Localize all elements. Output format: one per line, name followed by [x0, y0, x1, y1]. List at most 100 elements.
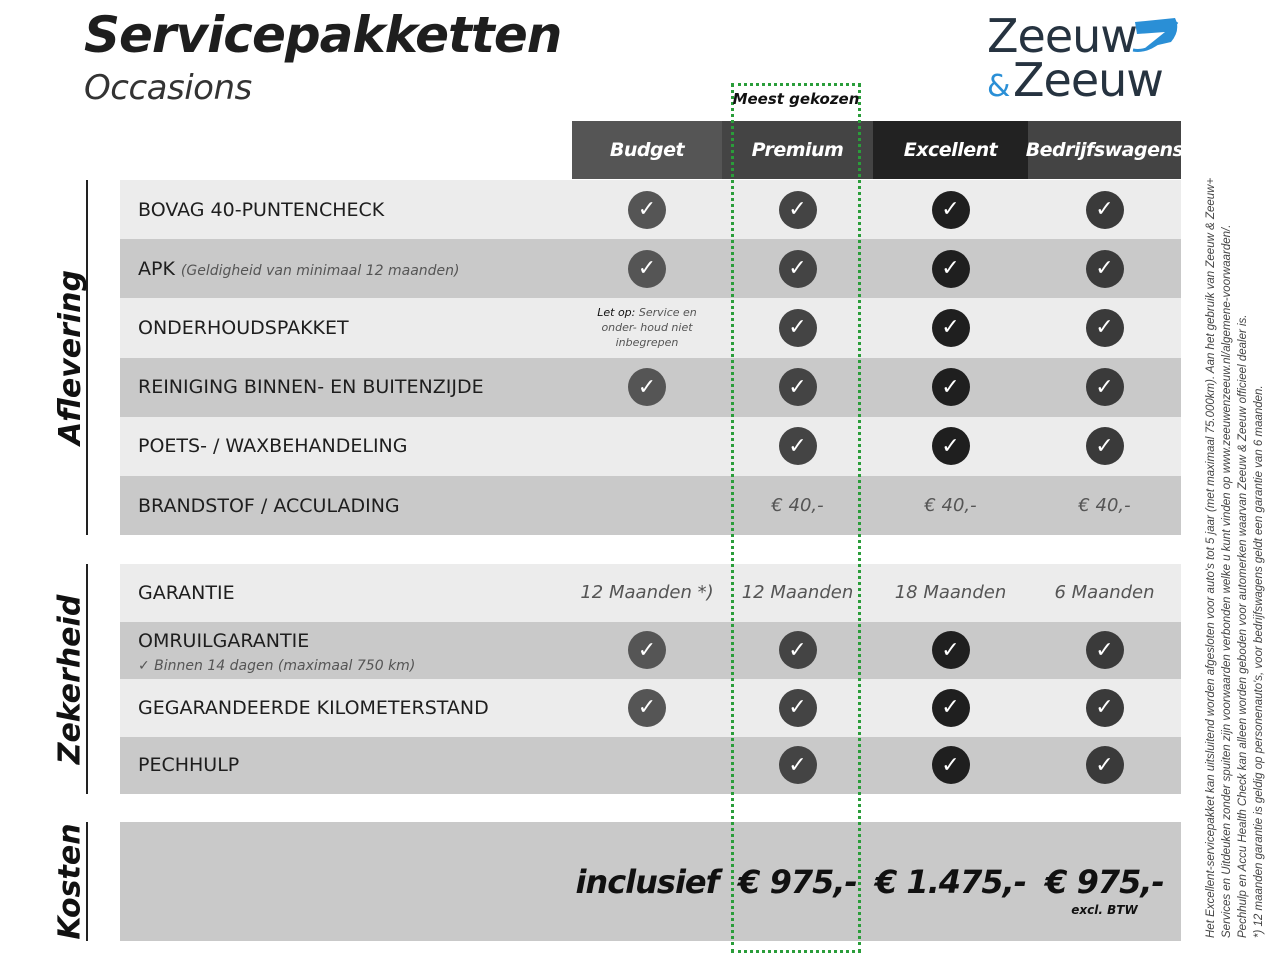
cell-excellent: ✓	[873, 239, 1028, 298]
row-label-text: GARANTIE	[138, 581, 235, 604]
most-chosen-label: Meest gekozen	[732, 90, 860, 108]
row-label-text: REINIGING BINNEN- EN BUITENZIJDE	[138, 376, 484, 399]
row-label: BRANDSTOF / ACCULADING	[138, 495, 400, 517]
cell-bedrijfswagens: ✓	[1028, 737, 1181, 795]
most-chosen-highlight	[731, 83, 861, 953]
cell-budget	[572, 737, 722, 795]
check-icon: ✓	[931, 631, 970, 670]
note: Let op: Service en onder- houd niet inbe…	[582, 305, 712, 350]
cell-bedrijfswagens: ✓	[1028, 180, 1181, 239]
section-label-aflevering: Aflevering	[40, 180, 100, 535]
footnote: Pechhulp en Accu Health Check kan alleen…	[1237, 314, 1249, 939]
column-header-excellent: Excellent	[873, 121, 1028, 179]
row-label-text: GEGARANDEERDE KILOMETERSTAND	[138, 696, 489, 719]
row-label: POETS- / WAXBEHANDELING	[138, 435, 407, 457]
row-label: BOVAG 40-PUNTENCHECK	[138, 199, 384, 221]
price-bedrijfswagens: € 975,- excl. BTW	[1028, 822, 1181, 941]
svg-text:Zeeuw: Zeeuw	[1013, 53, 1163, 103]
check-icon: ✓	[931, 190, 970, 229]
cell-premium: € 40,-	[771, 495, 824, 517]
row-label-sub: (Geldigheid van minimaal 12 maanden)	[180, 262, 460, 279]
row-label-text: BOVAG 40-PUNTENCHECK	[138, 198, 385, 221]
column-header-bedrijfswagens: Bedrijfswagens	[1026, 121, 1184, 179]
cell-bedrijfswagens: 6 Maanden	[1054, 582, 1155, 604]
cell-excellent: € 40,-	[924, 495, 977, 517]
note-text: Service en onder- houd niet inbegrepen	[601, 306, 697, 350]
cell-premium: ✓	[722, 679, 873, 737]
price-note: excl. BTW	[1071, 903, 1138, 917]
table-row: OMRUILGARANTIE ✓ Binnen 14 dagen (maximaa…	[120, 621, 1181, 680]
row-label: ONDERHOUDSPAKKET	[138, 317, 349, 339]
cell-bedrijfswagens: ✓	[1028, 298, 1181, 357]
check-icon: ✓	[778, 190, 817, 229]
cell-excellent: ✓	[873, 358, 1028, 417]
row-label-text: ONDERHOUDSPAKKET	[138, 316, 349, 339]
check-icon: ✓	[931, 746, 970, 785]
check-icon: ✓	[628, 368, 666, 407]
cell-budget: ✓	[572, 180, 722, 239]
cell-premium: ✓	[722, 622, 873, 680]
check-icon: ✓	[628, 249, 666, 288]
svg-text:Zeeuw: Zeeuw	[987, 9, 1137, 63]
table-row: BOVAG 40-PUNTENCHECK ✓ ✓ ✓ ✓	[120, 180, 1181, 240]
check-icon: ✓	[778, 427, 817, 466]
footnotes: Het Excellent-servicepakket kan uitsluit…	[1203, 118, 1267, 938]
table-row: ONDERHOUDSPAKKET Let op: Service en onder…	[120, 298, 1181, 358]
cell-excellent: ✓	[873, 417, 1028, 476]
column-header-premium: Premium	[722, 121, 873, 179]
price-value: € 975,-	[1045, 862, 1165, 901]
cell-premium: ✓	[722, 417, 873, 476]
row-label: OMRUILGARANTIE	[138, 630, 309, 652]
check-icon: ✓	[778, 688, 817, 727]
row-label-text: PECHHULP	[138, 754, 240, 777]
price-value: inclusief	[575, 862, 719, 901]
cell-premium: ✓	[722, 180, 873, 239]
page-subtitle: Occasions	[84, 68, 252, 108]
row-label: REINIGING BINNEN- EN BUITENZIJDE	[138, 376, 484, 398]
section-label-text: Kosten	[52, 823, 88, 940]
column-header-budget: Budget	[572, 121, 722, 179]
check-icon: ✓	[1085, 631, 1124, 670]
cell-budget	[572, 417, 722, 476]
check-icon: ✓	[1085, 249, 1124, 288]
row-label-text: APK	[138, 257, 175, 280]
costs-row: inclusief € 975,- € 1.475,- € 975,- excl. BT…	[120, 822, 1181, 941]
row-label-text: BRANDSTOF / ACCULADING	[138, 494, 400, 517]
check-icon: ✓	[1085, 688, 1124, 727]
section-divider	[86, 564, 88, 794]
check-icon: ✓	[1085, 308, 1124, 347]
row-label-text: POETS- / WAXBEHANDELING	[138, 435, 408, 458]
row-label: GEGARANDEERDE KILOMETERSTAND	[138, 697, 489, 719]
cell-budget: Let op: Service en onder- houd niet inbe…	[572, 298, 722, 357]
check-icon: ✓	[778, 249, 817, 288]
cell-bedrijfswagens: ✓	[1028, 239, 1181, 298]
row-label-text: OMRUILGARANTIE	[138, 629, 310, 652]
cell-budget: ✓	[572, 358, 722, 417]
section-label-text: Zekerheid	[52, 594, 88, 764]
check-icon: ✓	[931, 308, 970, 347]
check-icon: ✓	[778, 631, 817, 670]
table-row: POETS- / WAXBEHANDELING ✓ ✓ ✓	[120, 416, 1181, 476]
cell-excellent: ✓	[873, 737, 1028, 795]
cell-budget: ✓	[572, 679, 722, 737]
row-label: PECHHULP	[138, 754, 239, 776]
cell-excellent: 18 Maanden	[894, 582, 1007, 604]
check-icon: ✓	[931, 427, 970, 466]
zeeuw-zeeuw-logo: Zeeuw & Zeeuw	[987, 9, 1179, 103]
check-icon: ✓	[1085, 368, 1124, 407]
cell-bedrijfswagens: € 40,-	[1078, 495, 1131, 517]
table-row: GARANTIE 12 Maanden *) 12 Maanden 18 Maande…	[120, 564, 1181, 622]
page-title: Servicepakketten	[84, 6, 562, 64]
price-value: € 1.475,-	[874, 862, 1027, 901]
check-icon: ✓	[628, 190, 666, 229]
footnote: Het Excellent-servicepakket kan uitsluit…	[1205, 177, 1217, 938]
cell-excellent: ✓	[873, 298, 1028, 357]
cell-premium: 12 Maanden	[741, 582, 854, 604]
check-icon: ✓	[931, 688, 970, 727]
section-divider	[86, 180, 88, 535]
price-value: € 975,-	[738, 862, 858, 901]
table-row: BRANDSTOF / ACCULADING € 40,- € 40,- € 40,-	[120, 476, 1181, 536]
check-icon: ✓	[628, 688, 666, 727]
cell-premium: ✓	[722, 737, 873, 795]
cell-budget	[572, 476, 722, 535]
